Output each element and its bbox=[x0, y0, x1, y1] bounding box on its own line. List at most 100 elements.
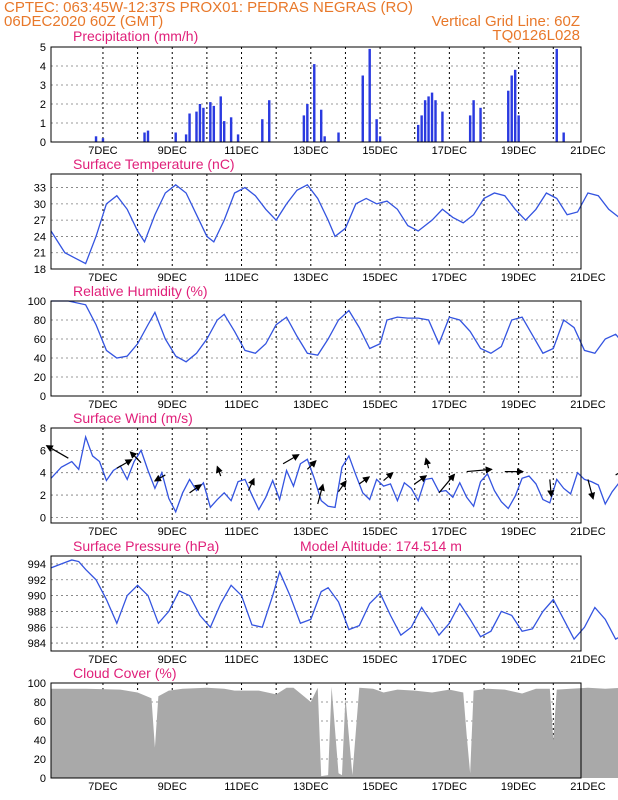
temp-xtick: 7DEC bbox=[88, 272, 117, 284]
pressure-ytick: 986 bbox=[28, 622, 46, 634]
precip-bar bbox=[236, 134, 240, 142]
precip-bar bbox=[222, 121, 226, 142]
wind-xtick: 11DEC bbox=[224, 526, 259, 538]
precip-bar bbox=[188, 113, 191, 142]
header-model-code: TQ0126L028 bbox=[492, 27, 580, 44]
cloud-ytick: 60 bbox=[34, 716, 46, 728]
humidity-xtick: 17DEC bbox=[432, 399, 468, 411]
temp-series-line bbox=[50, 184, 618, 265]
humidity-ytick: 40 bbox=[34, 353, 46, 365]
humidity-xtick: 19DEC bbox=[501, 399, 537, 411]
precip-bar bbox=[375, 119, 378, 142]
temp-xtick: 17DEC bbox=[432, 272, 468, 284]
humidity-xtick: 21DEC bbox=[570, 399, 606, 411]
cloud-xtick: 21DEC bbox=[570, 781, 606, 793]
precip-bar bbox=[323, 136, 326, 142]
humidity-xtick: 7DEC bbox=[88, 399, 117, 411]
humidity-xtick: 11DEC bbox=[224, 399, 259, 411]
wind-arrow bbox=[317, 483, 325, 505]
wind-arrow bbox=[247, 477, 255, 491]
pressure-xtick: 9DEC bbox=[158, 654, 187, 666]
precip-xtick: 17DEC bbox=[432, 145, 468, 157]
wind-xtick: 15DEC bbox=[362, 526, 398, 538]
precip-bar bbox=[427, 96, 430, 142]
wind-ytick: 2 bbox=[40, 490, 46, 502]
precip-bar bbox=[430, 92, 434, 142]
wind-arrow bbox=[587, 479, 596, 500]
precip-bar bbox=[313, 64, 316, 142]
cloud-xtick: 17DEC bbox=[432, 781, 468, 793]
humidity-xtick: 15DEC bbox=[362, 399, 398, 411]
precip-bar bbox=[479, 107, 482, 142]
wind-xtick: 17DEC bbox=[432, 526, 468, 538]
wind-ytick: 6 bbox=[40, 445, 46, 457]
wind-arrow bbox=[153, 474, 166, 482]
cloud-xtick: 11DEC bbox=[224, 781, 259, 793]
precip-bar bbox=[268, 100, 271, 142]
temp-xtick: 19DEC bbox=[501, 272, 537, 284]
temp-frame bbox=[50, 173, 582, 270]
header-line1: CPTEC: 063:45W-12:37S PROX01: PEDRAS NEG… bbox=[4, 0, 414, 16]
temp-title: Surface Temperature (nC) bbox=[73, 156, 235, 172]
wind-arrow bbox=[414, 475, 428, 485]
precip-ytick: 1 bbox=[40, 118, 46, 130]
precip-bar bbox=[306, 104, 309, 142]
precip-bar bbox=[229, 117, 233, 142]
precip-bar bbox=[423, 100, 427, 142]
precip-xtick: 13DEC bbox=[293, 145, 329, 157]
precip-bar bbox=[319, 109, 323, 142]
precip-bar bbox=[94, 136, 98, 142]
precip-bar bbox=[368, 48, 371, 142]
wind-ytick: 0 bbox=[40, 512, 46, 524]
precip-ytick: 4 bbox=[40, 61, 46, 73]
humidity-xtick: 9DEC bbox=[158, 399, 187, 411]
temp-ytick: 33 bbox=[34, 183, 46, 195]
precip-xtick: 15DEC bbox=[362, 145, 398, 157]
cloud-xtick: 13DEC bbox=[293, 781, 329, 793]
cloud-frame bbox=[50, 682, 582, 779]
pressure-series-line bbox=[50, 559, 618, 641]
precip-bar bbox=[261, 119, 264, 142]
wind-arrow bbox=[282, 454, 300, 465]
cloud-title: Cloud Cover (%) bbox=[73, 665, 176, 681]
pressure-ytick: 992 bbox=[28, 575, 46, 587]
cloud-xtick: 9DEC bbox=[158, 781, 187, 793]
wind-xtick: 7DEC bbox=[88, 526, 117, 538]
wind-arrow bbox=[116, 459, 133, 469]
wind-series-line bbox=[50, 434, 618, 514]
precip-xtick: 21DEC bbox=[570, 145, 606, 157]
precip-bar bbox=[434, 100, 437, 142]
humidity-ytick: 80 bbox=[34, 315, 46, 327]
pressure-title: Surface Pressure (hPa) bbox=[73, 538, 219, 554]
precip-bar bbox=[212, 105, 216, 142]
wind-ytick: 8 bbox=[40, 423, 46, 435]
wind-arrow bbox=[547, 479, 555, 498]
precip-bar bbox=[209, 102, 212, 142]
wind-arrow bbox=[424, 457, 432, 469]
humidity-ytick: 0 bbox=[40, 391, 46, 403]
cloud-xtick: 19DEC bbox=[501, 781, 537, 793]
humidity-ytick: 20 bbox=[34, 372, 46, 384]
wind-arrow bbox=[383, 472, 394, 481]
precip-xtick: 11DEC bbox=[224, 145, 259, 157]
precip-bar bbox=[562, 132, 565, 142]
precip-xtick: 19DEC bbox=[501, 145, 537, 157]
precip-ytick: 3 bbox=[40, 80, 46, 92]
temp-ytick: 24 bbox=[34, 231, 46, 243]
precip-bar bbox=[361, 75, 364, 142]
precip-xtick: 9DEC bbox=[158, 145, 187, 157]
precip-bar bbox=[441, 111, 444, 142]
pressure-xtick: 11DEC bbox=[224, 654, 259, 666]
pressure-ytick: 988 bbox=[28, 606, 46, 618]
wind-xtick: 19DEC bbox=[501, 526, 537, 538]
precip-bar bbox=[198, 104, 202, 142]
wind-xtick: 21DEC bbox=[570, 526, 606, 538]
precip-title: Precipitation (mm/h) bbox=[73, 28, 198, 44]
temp-ytick: 21 bbox=[34, 248, 46, 260]
wind-xtick: 13DEC bbox=[293, 526, 329, 538]
precip-ytick: 5 bbox=[40, 42, 46, 54]
precip-bar bbox=[472, 100, 475, 142]
precip-ytick: 2 bbox=[40, 99, 46, 111]
temp-xtick: 21DEC bbox=[570, 272, 606, 284]
precip-bar bbox=[420, 115, 423, 142]
